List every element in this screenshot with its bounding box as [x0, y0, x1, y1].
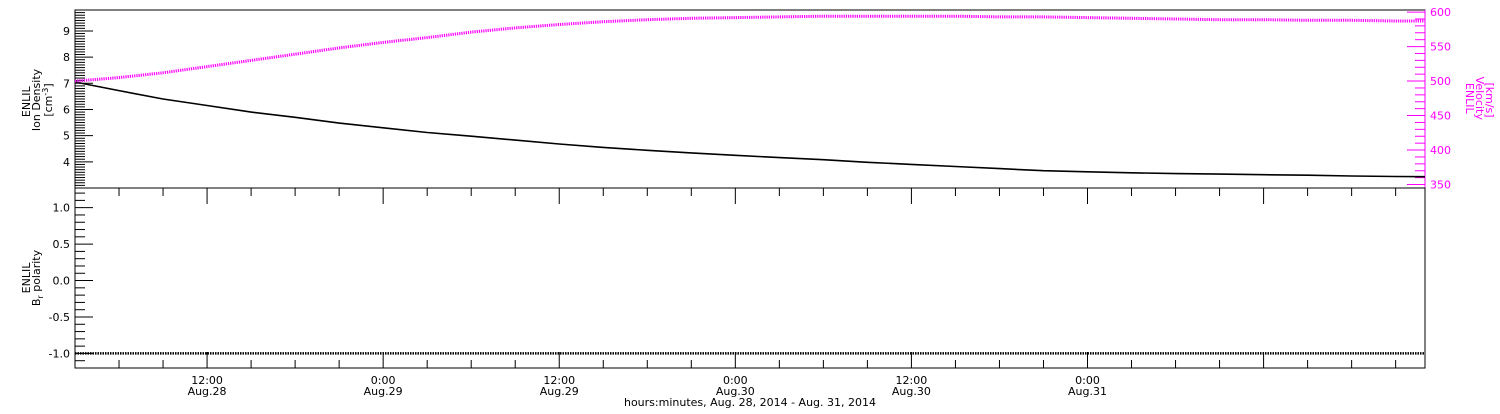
top-right-tick-label: 450	[1430, 110, 1451, 123]
bottom-left-axis-title-line2: B	[30, 299, 43, 307]
top-left-axis-title-line1: ENLIL	[20, 86, 33, 118]
top-right-axis-title-line2: Velocity	[1473, 77, 1486, 121]
bottom-left-tick-label: -1.0	[49, 347, 70, 360]
x-tick-label-date: Aug.30	[716, 385, 755, 398]
x-tick-label-date: Aug.29	[540, 385, 579, 398]
top-panel-frame	[74, 9, 1426, 189]
top-left-axis-title-line2: Ion Density	[30, 68, 43, 131]
top-panel: 4 5 6 7 8 9 350 400 450 500 550 600	[63, 6, 1451, 191]
bottom-left-axis-title-sub: r	[36, 295, 45, 299]
velocity-series-line	[74, 14, 1425, 83]
top-left-tick-label: 5	[63, 130, 70, 143]
top-right-tick-label: 350	[1430, 179, 1451, 192]
bottom-left-tick-label: 0.0	[53, 275, 71, 288]
x-axis-title: hours:minutes, Aug. 28, 2014 - Aug. 31, …	[624, 396, 876, 409]
x-tick-label-time: 12:00	[543, 374, 575, 387]
bottom-left-axis-title-line1: ENLIL	[20, 262, 33, 294]
x-tick-label-time: 12:00	[191, 374, 223, 387]
top-right-tick-label: 400	[1430, 144, 1451, 157]
bottom-panel-frame	[74, 187, 1426, 369]
top-right-axis-title: ENLIL Velocity [km/s]	[1463, 77, 1496, 124]
x-tick-label-time: 0:00	[371, 374, 396, 387]
x-tick-label-date: Aug.28	[188, 385, 227, 398]
density-series-line	[74, 81, 1426, 178]
top-right-tick-label: 600	[1430, 6, 1451, 19]
bottom-panel: -1.0-0.50.00.51.012:00Aug.280:00Aug.2912…	[49, 187, 1426, 398]
top-right-tick-label: 550	[1430, 41, 1451, 54]
bottom-left-tick-label: -0.5	[49, 311, 70, 324]
top-left-tick-label: 9	[63, 25, 70, 38]
bottom-left-tick-label: 0.5	[53, 238, 71, 251]
top-right-axis-title-line1: ENLIL	[1463, 83, 1476, 115]
top-left-axis-unit-text: [cm	[42, 96, 55, 117]
top-left-tick-label: 7	[63, 77, 70, 90]
x-tick-label-date: Aug.31	[1068, 385, 1107, 398]
bottom-left-axis-title-end: polarity	[30, 249, 43, 295]
top-left-axis-unit-sup: -3	[41, 88, 50, 96]
x-tick-label-time: 0:00	[723, 374, 748, 387]
top-right-axis-title-line3: [km/s]	[1483, 82, 1496, 117]
top-left-tick-label: 4	[63, 156, 70, 169]
x-tick-label-date: Aug.29	[364, 385, 403, 398]
top-left-axis-unit: [cm-3]	[41, 83, 55, 116]
x-tick-label-time: 12:00	[896, 374, 928, 387]
top-left-tick-label: 6	[63, 103, 70, 116]
x-tick-label-time: 0:00	[1075, 374, 1100, 387]
bottom-left-tick-label: 1.0	[53, 202, 71, 215]
bottom-left-axis-title: ENLIL	[20, 262, 33, 294]
top-left-axis-title: ENLIL Ion Density	[20, 68, 43, 131]
top-right-tick-label: 500	[1430, 75, 1451, 88]
bottom-left-axis-title-2: Br polarity	[30, 249, 45, 306]
top-left-axis-unit-end: ]	[42, 83, 55, 87]
top-left-tick-label: 8	[63, 51, 70, 64]
x-tick-label-date: Aug.30	[892, 385, 931, 398]
